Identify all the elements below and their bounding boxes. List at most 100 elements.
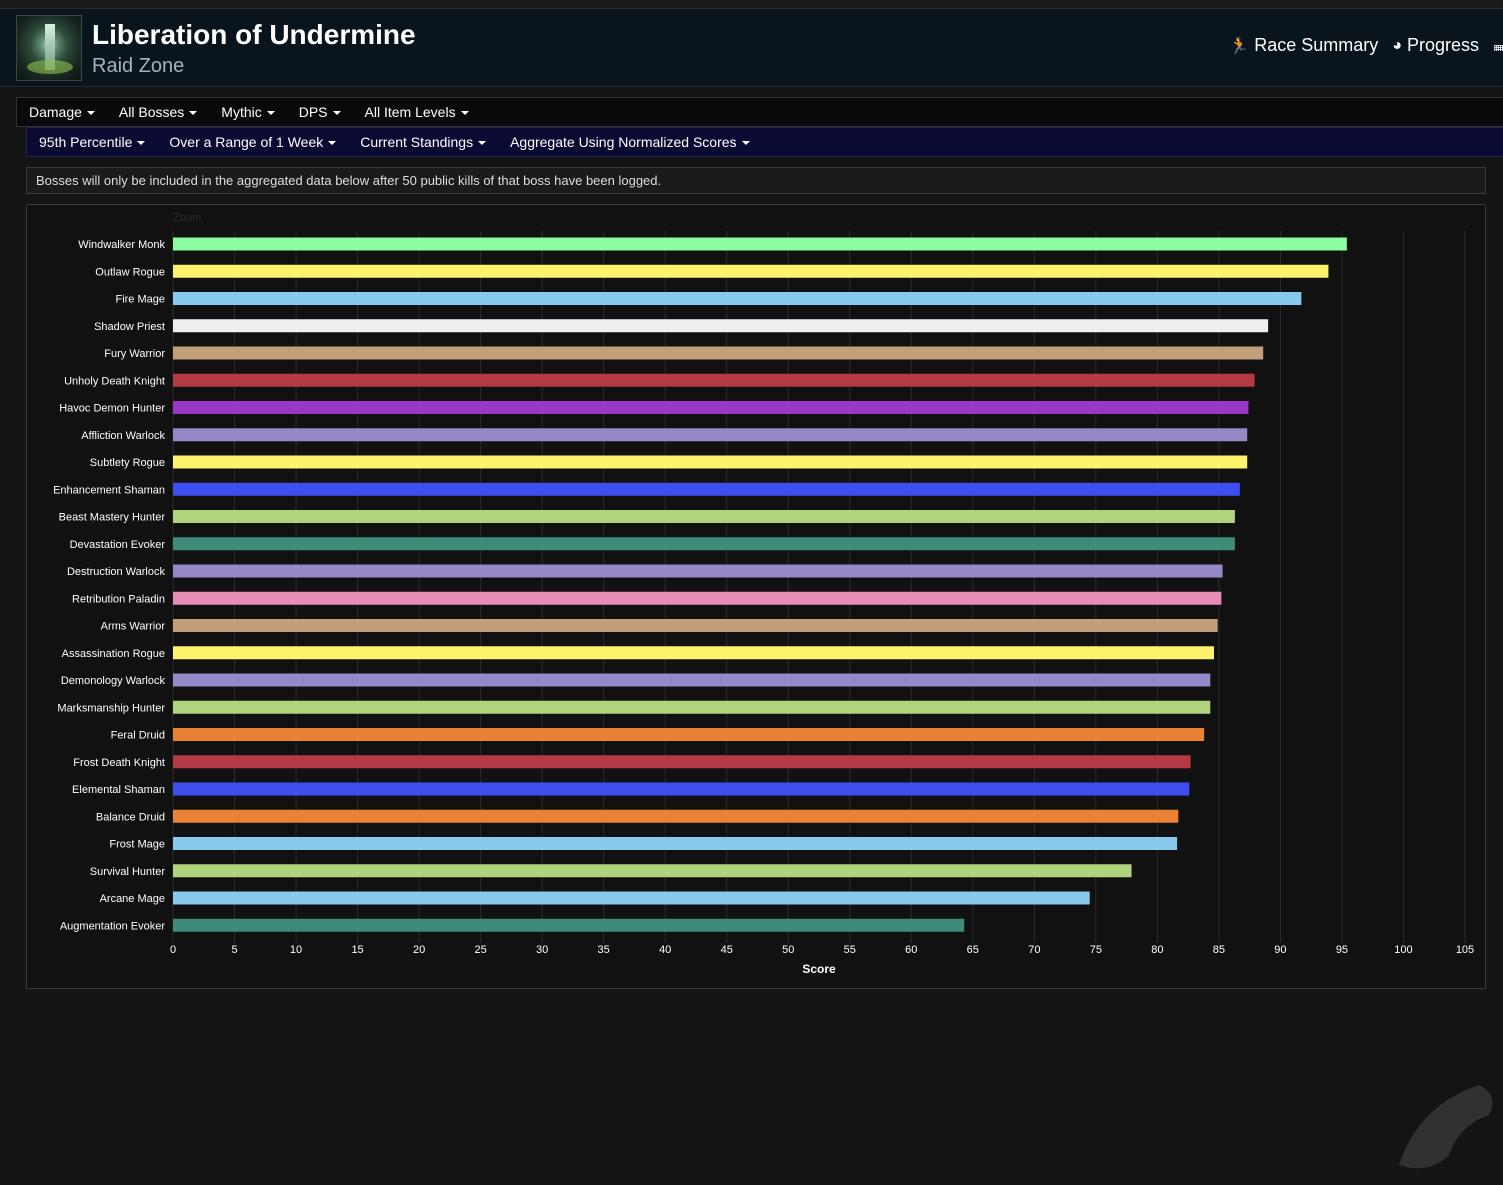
x-tick-label: 60 — [905, 944, 917, 956]
category-label: Shadow Priest — [94, 321, 165, 333]
percentile-dropdown[interactable]: 95th Percentile — [27, 134, 157, 150]
bar[interactable] — [173, 728, 1205, 741]
bar[interactable] — [173, 673, 1211, 687]
aggregate-dropdown[interactable]: Aggregate Using Normalized Scores — [498, 134, 761, 150]
category-label: Devastation Evoker — [70, 539, 166, 551]
x-tick-label: 0 — [170, 944, 176, 956]
bar[interactable] — [173, 401, 1249, 414]
progress-label: Progress — [1406, 35, 1479, 55]
x-tick-label: 90 — [1274, 944, 1286, 956]
x-tick-label: 30 — [536, 944, 548, 956]
metric-dropdown[interactable]: Damage — [17, 104, 107, 120]
bar[interactable] — [173, 373, 1255, 387]
category-label: Retribution Paladin — [72, 593, 165, 605]
category-label: Arcane Mage — [100, 893, 165, 905]
bar[interactable] — [173, 510, 1235, 523]
bar[interactable] — [173, 809, 1179, 823]
bar[interactable] — [173, 782, 1190, 796]
zoom-label[interactable]: Zoom — [173, 212, 201, 224]
category-label: Survival Hunter — [90, 866, 166, 878]
boss-dropdown[interactable]: All Bosses — [107, 104, 209, 120]
category-label: Unholy Death Knight — [64, 375, 165, 387]
category-label: Affliction Warlock — [81, 430, 165, 442]
category-label: Windwalker Monk — [78, 239, 165, 251]
bar[interactable] — [173, 837, 1178, 850]
category-label: Augmentation Evoker — [60, 920, 166, 932]
x-tick-label: 105 — [1456, 944, 1474, 956]
bar[interactable] — [173, 237, 1347, 251]
role-dropdown[interactable]: DPS — [287, 104, 353, 120]
top-strip — [0, 0, 1503, 9]
bar[interactable] — [173, 864, 1132, 878]
category-label: Arms Warrior — [101, 621, 166, 633]
category-label: Demonology Warlock — [61, 675, 166, 687]
primary-filter-bar: Damage All Bosses Mythic DPS All Item Le… — [16, 97, 1503, 127]
standings-dropdown[interactable]: Current Standings — [348, 134, 498, 150]
category-label: Assassination Rogue — [62, 648, 165, 660]
raid-zone-icon — [16, 15, 82, 81]
bar[interactable] — [173, 346, 1264, 360]
race-summary-label: Race Summary — [1254, 35, 1379, 55]
secondary-filter-bar: 95th Percentile Over a Range of 1 Week C… — [26, 127, 1503, 157]
bar[interactable] — [173, 455, 1248, 469]
bar[interactable] — [173, 482, 1240, 496]
race-summary-link[interactable]: 🏃 Race Summary — [1229, 35, 1378, 56]
bar[interactable] — [173, 619, 1218, 632]
page-subtitle: Raid Zone — [92, 55, 185, 77]
bar[interactable] — [173, 891, 1090, 905]
bar[interactable] — [173, 700, 1211, 714]
x-tick-label: 25 — [474, 944, 486, 956]
notice-banner: Bosses will only be included in the aggr… — [26, 167, 1486, 194]
category-label: Enhancement Shaman — [53, 484, 165, 496]
x-tick-label: 40 — [659, 944, 671, 956]
category-label: Marksmanship Hunter — [57, 702, 165, 714]
category-label: Havoc Demon Hunter — [59, 403, 165, 415]
zone-header: Liberation of Undermine Raid Zone 🏃 Race… — [0, 9, 1503, 87]
running-person-icon: 🏃 — [1229, 37, 1250, 55]
bar[interactable] — [173, 646, 1214, 660]
category-label: Fire Mage — [115, 294, 165, 306]
more-menu-icon[interactable]: ▦ — [1493, 40, 1503, 51]
category-label: Frost Mage — [109, 839, 165, 851]
category-label: Destruction Warlock — [67, 566, 166, 578]
category-label: Beast Mastery Hunter — [59, 512, 166, 524]
x-tick-label: 45 — [721, 944, 733, 956]
category-label: Outlaw Rogue — [95, 266, 165, 278]
bar[interactable] — [173, 264, 1329, 278]
x-tick-label: 50 — [782, 944, 794, 956]
x-tick-label: 15 — [351, 944, 363, 956]
item-level-dropdown[interactable]: All Item Levels — [353, 104, 481, 120]
x-tick-label: 70 — [1028, 944, 1040, 956]
x-tick-label: 95 — [1336, 944, 1348, 956]
bar[interactable] — [173, 537, 1235, 551]
x-tick-label: 85 — [1213, 944, 1225, 956]
x-tick-label: 20 — [413, 944, 425, 956]
watermark-icon — [1399, 1085, 1493, 1169]
bar[interactable] — [173, 918, 965, 932]
bar[interactable] — [173, 564, 1223, 578]
x-tick-label: 10 — [290, 944, 302, 956]
bar[interactable] — [173, 292, 1302, 305]
bar[interactable] — [173, 428, 1248, 442]
bar[interactable] — [173, 755, 1191, 769]
x-tick-label: 35 — [598, 944, 610, 956]
range-dropdown[interactable]: Over a Range of 1 Week — [157, 134, 348, 150]
progress-link[interactable]: ◕ Progress — [1392, 35, 1479, 56]
bar[interactable] — [173, 591, 1222, 605]
category-label: Feral Druid — [111, 730, 165, 742]
x-axis-label: Score — [802, 962, 836, 976]
category-label: Elemental Shaman — [72, 784, 165, 796]
globe-icon: ◕ — [1392, 36, 1402, 54]
bar[interactable] — [173, 319, 1269, 333]
category-label: Frost Death Knight — [73, 757, 165, 769]
chart-panel: Zoom 0 5 10 15 20 25 30 35 40 45 50 55 60 65 70 75 80 85 90… — [26, 204, 1493, 1169]
category-label: Subtlety Rogue — [90, 457, 165, 469]
x-tick-label: 5 — [231, 944, 237, 956]
x-tick-label: 100 — [1394, 944, 1412, 956]
x-tick-label: 65 — [967, 944, 979, 956]
difficulty-dropdown[interactable]: Mythic — [209, 104, 286, 120]
category-label: Fury Warrior — [104, 348, 165, 360]
spec-score-chart: Zoom 0 5 10 15 20 25 30 35 40 45 50 55 60 65 70 75 80 85 90… — [53, 212, 1474, 976]
category-label: Balance Druid — [96, 811, 165, 823]
header-nav: 🏃 Race Summary ◕ Progress ▦ — [1229, 35, 1503, 56]
